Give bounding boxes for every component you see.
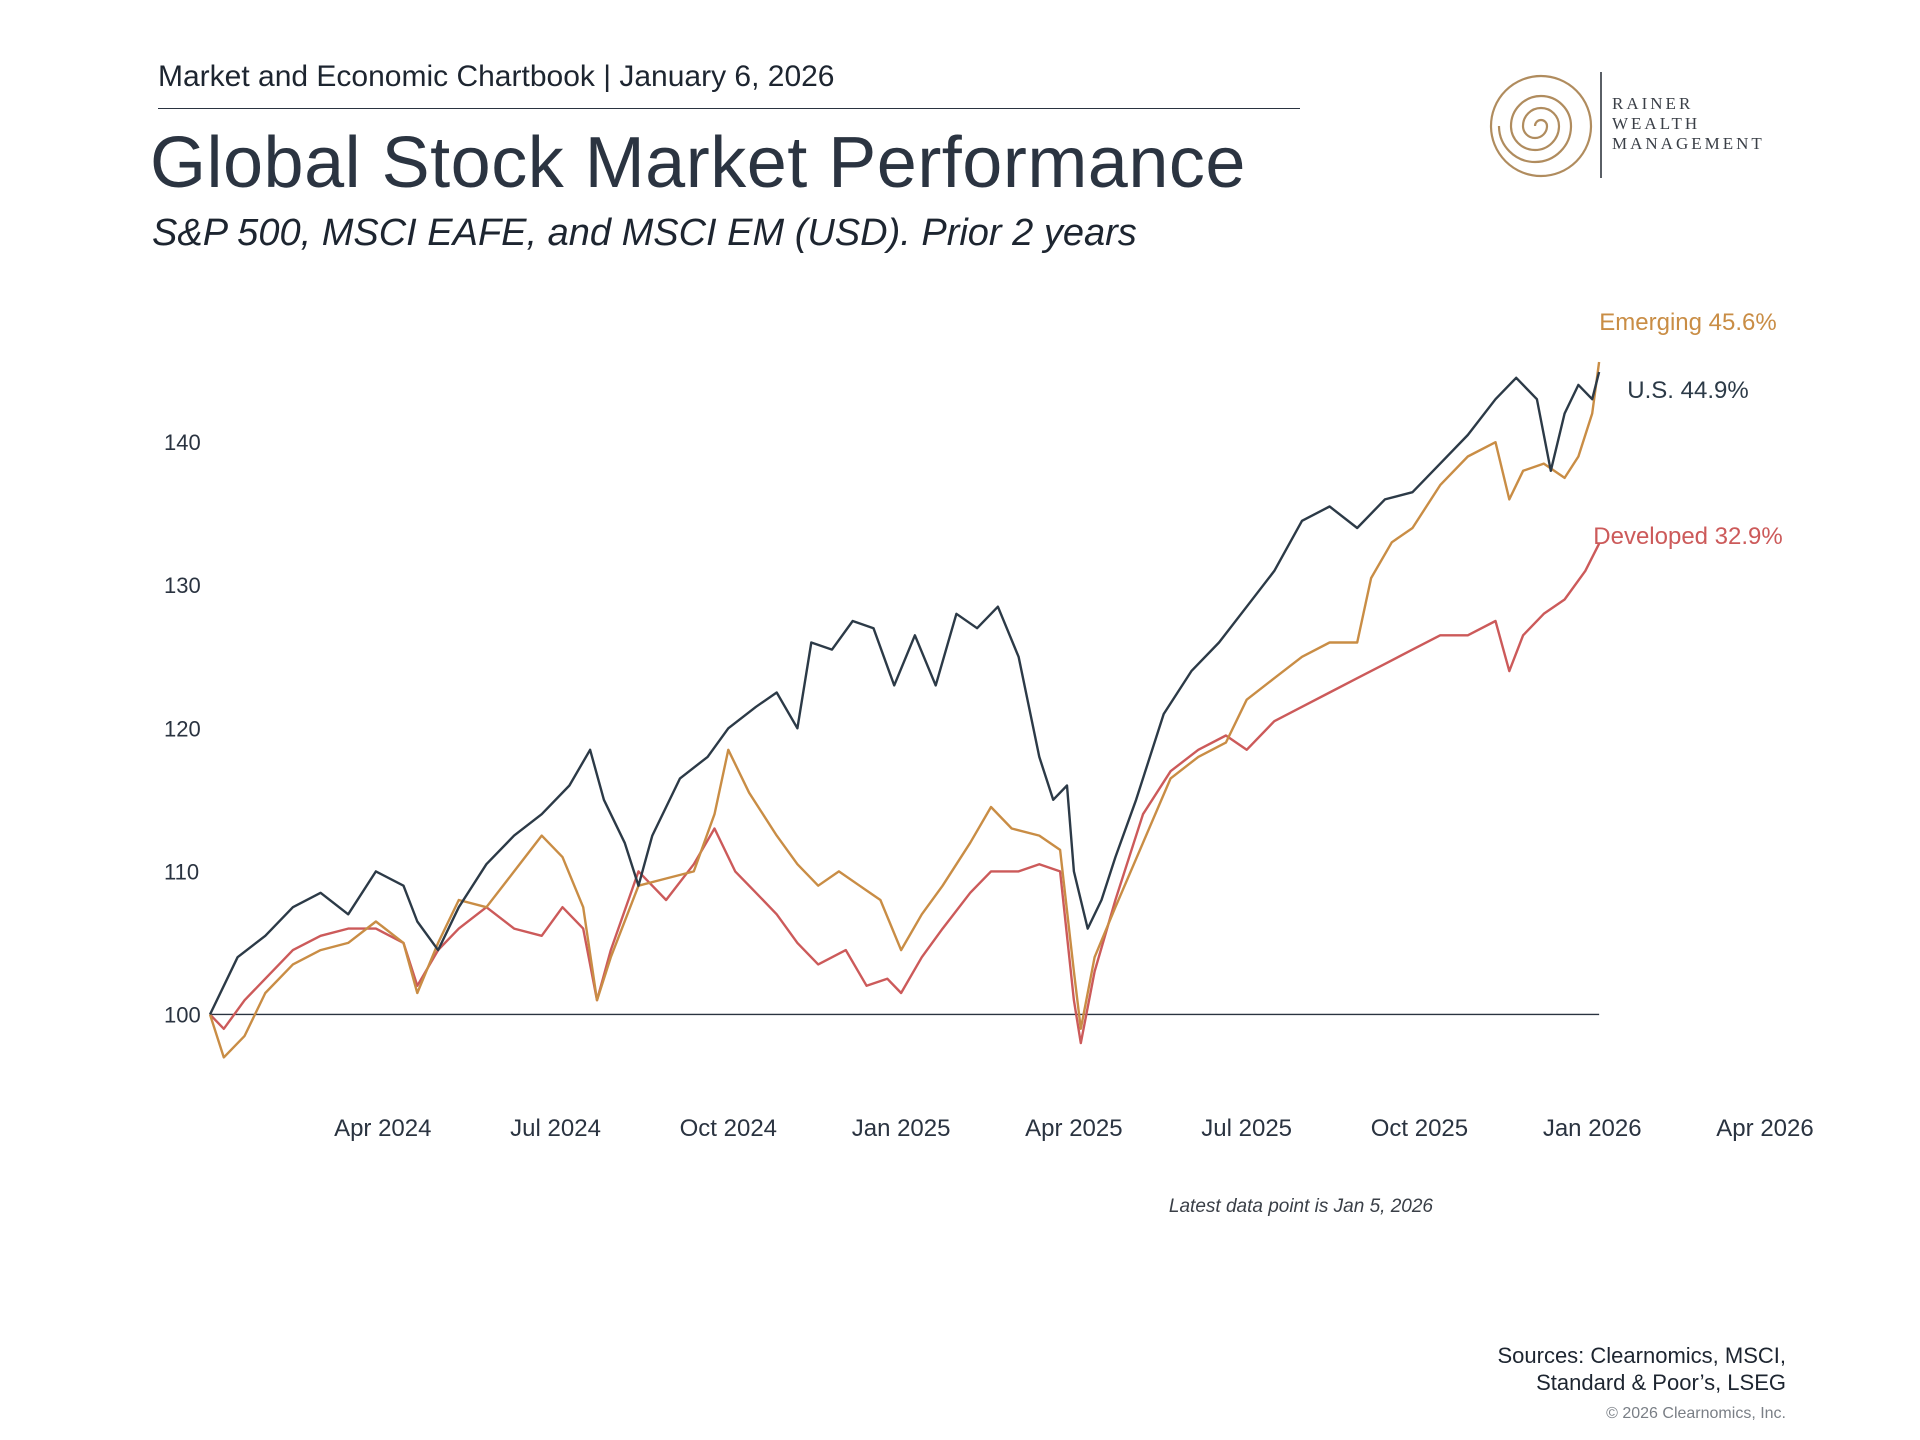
x-axis-ticks: Apr 2024 Jul 2024 Oct 2024 Jan 2025 Apr 2025… bbox=[334, 1115, 1814, 1142]
x-tick-label: Apr 2026 bbox=[1716, 1115, 1813, 1142]
logo-line-2: WEALTH bbox=[1612, 114, 1701, 133]
y-tick-label: 110 bbox=[164, 859, 199, 884]
x-tick-label: Oct 2024 bbox=[680, 1115, 777, 1142]
x-tick-label: Jul 2024 bbox=[510, 1115, 601, 1142]
y-tick-label: 100 bbox=[164, 1002, 201, 1027]
x-tick-label: Apr 2024 bbox=[334, 1115, 431, 1142]
page-subtitle: S&P 500, MSCI EAFE, and MSCI EM (USD). P… bbox=[152, 212, 1137, 254]
series-line-us bbox=[208, 371, 1601, 1016]
latest-data-note: Latest data point is Jan 5, 2026 bbox=[1168, 1196, 1433, 1217]
header-divider bbox=[158, 108, 1300, 109]
x-tick-label: Jan 2025 bbox=[852, 1115, 951, 1142]
series-label-us: U.S. 44.9% bbox=[1627, 377, 1748, 404]
y-tick-label: 120 bbox=[164, 716, 201, 741]
series-lines bbox=[208, 361, 1601, 1059]
x-tick-label: Apr 2025 bbox=[1025, 1115, 1122, 1142]
x-tick-label: Jul 2025 bbox=[1201, 1115, 1292, 1142]
series-label-developed: Developed 32.9% bbox=[1593, 523, 1782, 550]
series-label-emerging: Emerging 45.6% bbox=[1599, 309, 1776, 336]
logo-divider bbox=[1600, 72, 1602, 178]
sources-line-1: Sources: Clearnomics, MSCI, bbox=[1497, 1343, 1786, 1368]
logo-line-1: RAINER bbox=[1612, 94, 1694, 113]
sources: Sources: Clearnomics, MSCI, Standard & P… bbox=[1497, 1342, 1786, 1396]
page-title: Global Stock Market Performance bbox=[150, 123, 1246, 203]
logo-line-3: MANAGEMENT bbox=[1612, 134, 1765, 153]
series-labels: U.S. 44.9% Emerging 45.6% Developed 32.9% bbox=[1593, 309, 1782, 550]
series-line-developed bbox=[209, 543, 1601, 1045]
spiral-logo-icon bbox=[1489, 74, 1593, 178]
x-tick-label: Oct 2025 bbox=[1371, 1115, 1468, 1142]
logo-wordmark: RAINER WEALTH MANAGEMENT bbox=[1612, 94, 1765, 154]
series-line-emerging bbox=[208, 361, 1601, 1059]
copyright: © 2026 Clearnomics, Inc. bbox=[1606, 1405, 1786, 1422]
x-tick-label: Jan 2026 bbox=[1543, 1115, 1642, 1142]
y-tick-label: 130 bbox=[164, 573, 201, 598]
y-tick-label: 140 bbox=[164, 430, 201, 455]
y-axis-ticks: 100 110 120 130 140 bbox=[164, 430, 201, 1027]
sources-line-2: Standard & Poor’s, LSEG bbox=[1536, 1370, 1786, 1395]
chartbook-kicker: Market and Economic Chartbook | January … bbox=[158, 60, 835, 93]
